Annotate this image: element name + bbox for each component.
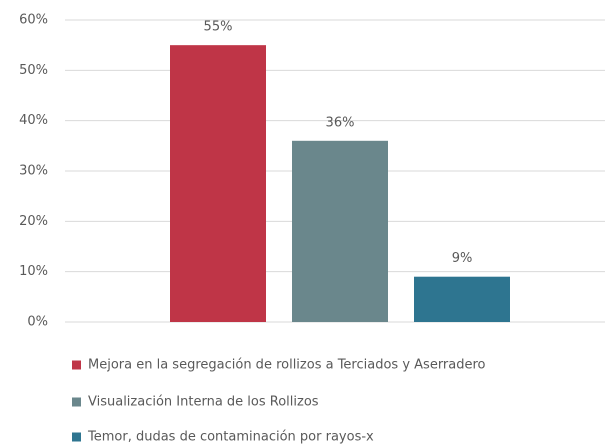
y-tick-label: 40%: [19, 113, 48, 128]
legend-label: Temor, dudas de contaminación por rayos-…: [87, 430, 374, 445]
y-tick-label: 20%: [19, 214, 48, 229]
bar: [170, 45, 266, 323]
y-tick-label: 10%: [19, 264, 48, 279]
y-tick-label: 0%: [27, 315, 48, 330]
data-label: 9%: [452, 251, 473, 266]
data-label: 55%: [204, 20, 233, 35]
y-tick-label: 60%: [19, 13, 48, 28]
legend-swatch: [72, 397, 81, 407]
data-label: 36%: [326, 115, 355, 130]
bar: [414, 276, 510, 322]
bar: [292, 140, 388, 322]
legend-label: Visualización Interna de los Rollizos: [88, 395, 319, 410]
legend-label: Mejora en la segregación de rollizos a T…: [88, 358, 486, 373]
legend-swatch: [72, 360, 81, 370]
legend-swatch: [72, 432, 81, 442]
y-tick-label: 30%: [19, 164, 48, 179]
y-tick-label: 50%: [19, 63, 48, 78]
